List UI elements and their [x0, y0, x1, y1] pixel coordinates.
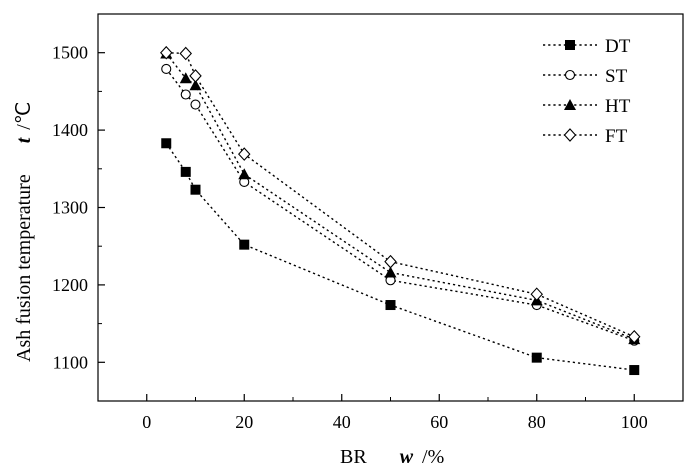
x-axis-label: BR w /% [340, 446, 444, 468]
legend-marker-ST [564, 69, 576, 81]
point-ST-4 [161, 63, 172, 75]
series-lines [165, 52, 635, 371]
point-FT-100 [628, 329, 641, 344]
point-HT-20 [238, 168, 251, 180]
y-axis-label-var: t [13, 136, 35, 143]
point-DT-50 [385, 300, 396, 311]
point-ST-10 [190, 99, 201, 110]
series-markers [160, 45, 641, 376]
x-tick-label-0: 0 [142, 412, 151, 432]
point-HT-50 [384, 266, 397, 278]
x-axis-label-var: w [400, 446, 414, 468]
y-tick-label-1500: 1500 [52, 43, 88, 63]
legend-label-ST: ST [605, 66, 628, 87]
point-FT-8 [179, 46, 192, 61]
legend-label-DT: DT [605, 36, 631, 57]
point-FT-80 [530, 287, 543, 302]
x-axis-label-prefix: BR [340, 446, 367, 468]
point-DT-20 [239, 239, 250, 250]
point-ST-8 [180, 89, 191, 100]
series-line-FT [166, 52, 635, 338]
series-line-HT [165, 53, 635, 340]
axis-ticks: 0 20 40 60 80 100 1100 1200 1300 1400 1500 [52, 43, 648, 432]
y-axis-label-text: Ash fusion temperature [13, 174, 35, 362]
y-tick-label-1200: 1200 [52, 275, 88, 295]
point-HT-10 [189, 79, 202, 91]
point-DT-10 [190, 184, 201, 195]
point-HT-8 [179, 72, 192, 84]
point-DT-4 [161, 138, 172, 149]
point-DT-80 [531, 352, 542, 363]
x-tick-label-80: 80 [528, 412, 546, 432]
legend-marker-DT [565, 40, 575, 50]
series-line-ST [165, 68, 635, 342]
x-axis-label-suffix: /% [422, 446, 444, 468]
point-FT-4 [160, 45, 173, 60]
legend-label-HT: HT [605, 96, 631, 117]
x-tick-label-100: 100 [621, 412, 648, 432]
legend-label-FT: FT [605, 126, 628, 147]
point-DT-100 [629, 365, 640, 376]
plot-frame [97, 13, 684, 402]
y-axis-label-suffix: /℃ [13, 102, 35, 130]
x-tick-label-60: 60 [430, 412, 448, 432]
y-tick-label-1400: 1400 [52, 120, 88, 140]
point-FT-20 [238, 147, 251, 161]
legend-marker-HT [564, 99, 576, 110]
y-axis-label: Ash fusion temperature t /℃ [13, 102, 35, 362]
y-tick-label-1100: 1100 [53, 352, 88, 372]
y-tick-label-1300: 1300 [52, 198, 88, 218]
legend: DT ST HT FT [543, 36, 631, 147]
point-FT-50 [384, 254, 397, 269]
x-tick-label-20: 20 [235, 412, 253, 432]
x-tick-label-40: 40 [333, 412, 351, 432]
legend-marker-FT [563, 128, 577, 142]
point-FT-10 [189, 69, 202, 83]
point-DT-8 [180, 166, 191, 177]
series-line-DT [165, 142, 635, 371]
